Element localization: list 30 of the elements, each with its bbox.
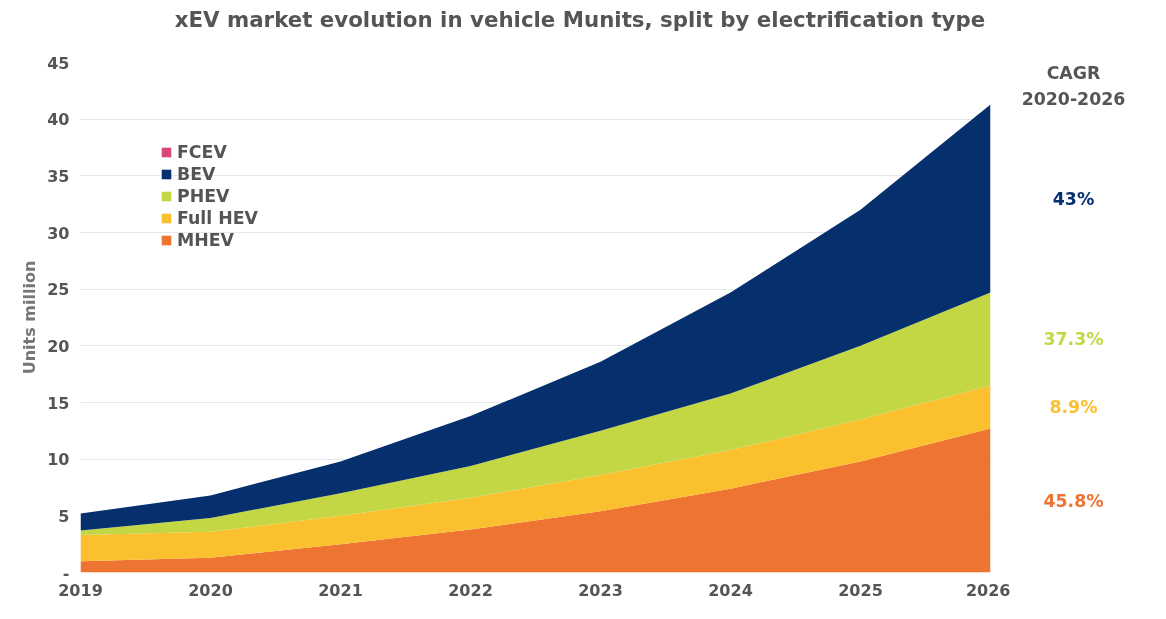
x-tick-label: 2019 <box>58 580 103 600</box>
x-tick-label: 2021 <box>318 580 363 600</box>
y-tick-label: - <box>62 563 70 583</box>
legend-label: MHEV <box>177 230 234 250</box>
chart-title: xEV market evolution in vehicle Munits, split by electrification type <box>174 6 986 34</box>
x-tick-label: 2022 <box>448 580 493 600</box>
text: 8.9% <box>1049 397 1098 418</box>
text: 37.3% <box>1043 329 1104 350</box>
y-tick-label: 25 <box>47 280 70 300</box>
y-tick-label: 35 <box>47 166 70 186</box>
legend-label: Full HEV <box>177 208 258 228</box>
text: 43% <box>1052 188 1095 209</box>
legend-label: FCEV <box>177 142 227 162</box>
x-tick-label: 2024 <box>708 580 753 600</box>
legend-label: PHEV <box>177 186 230 206</box>
legend-label: BEV <box>177 164 216 184</box>
text: 45.8% <box>1043 490 1104 511</box>
y-tick-label: 10 <box>47 450 70 470</box>
x-tick-label: 2025 <box>838 580 883 600</box>
x-tick-label: 2020 <box>188 580 233 600</box>
y-tick-label: 45 <box>47 53 70 73</box>
y-tick-label: 20 <box>47 336 70 356</box>
y-tick-label: 15 <box>47 393 70 413</box>
x-tick-label: 2026 <box>965 580 1011 600</box>
y-tick-label: 40 <box>47 110 70 130</box>
x-tick-label: 2023 <box>578 580 623 600</box>
text: CAGR 2020-2026 <box>1021 62 1126 109</box>
y-tick-label: 30 <box>47 223 70 243</box>
y-axis-title: Units million <box>20 260 40 375</box>
y-tick-label: 5 <box>58 506 70 526</box>
